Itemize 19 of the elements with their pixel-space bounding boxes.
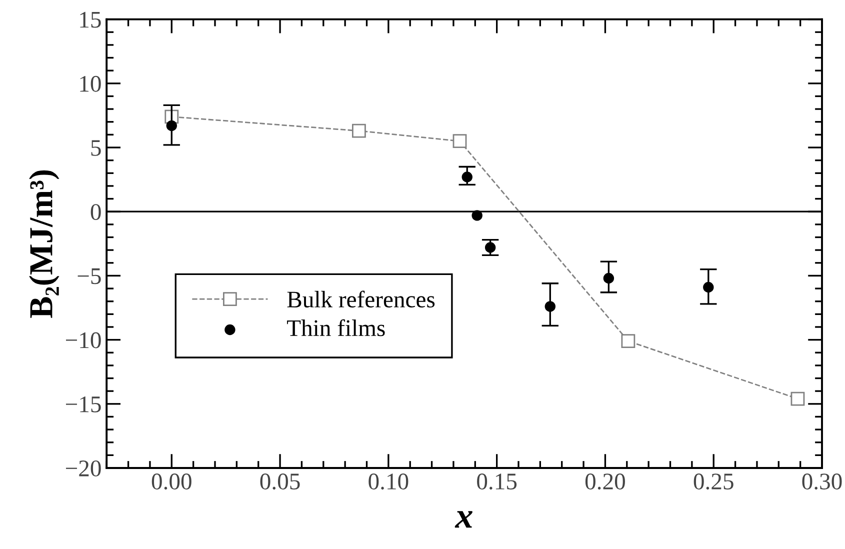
x-tick-label: 0.10 [368,474,408,490]
y-tick-label: −5 [78,268,101,284]
y-tick-label: −15 [66,396,101,412]
x-tick-label: 0.00 [152,474,192,490]
x-axis-title: x [454,511,472,528]
y-tick-label: −20 [66,460,101,476]
y-tick-label: 15 [80,12,101,28]
y-tick-label: 5 [91,140,101,156]
y-tick-label: 10 [80,76,101,92]
legend-label: Bulk references [287,290,435,308]
y-tick-label: 0 [90,204,101,220]
x-tick-label: 0.20 [585,474,625,490]
x-tick-label: 0.25 [694,474,734,490]
legend-label: Thin films [287,319,385,336]
y-axis-title: B₂(MJ/m³) [29,170,60,318]
x-tick-label: 0.05 [260,474,300,490]
x-tick-label: 0.15 [477,474,517,490]
x-tick-label: 0.30 [802,474,842,490]
y-tick-label: −10 [66,332,101,348]
